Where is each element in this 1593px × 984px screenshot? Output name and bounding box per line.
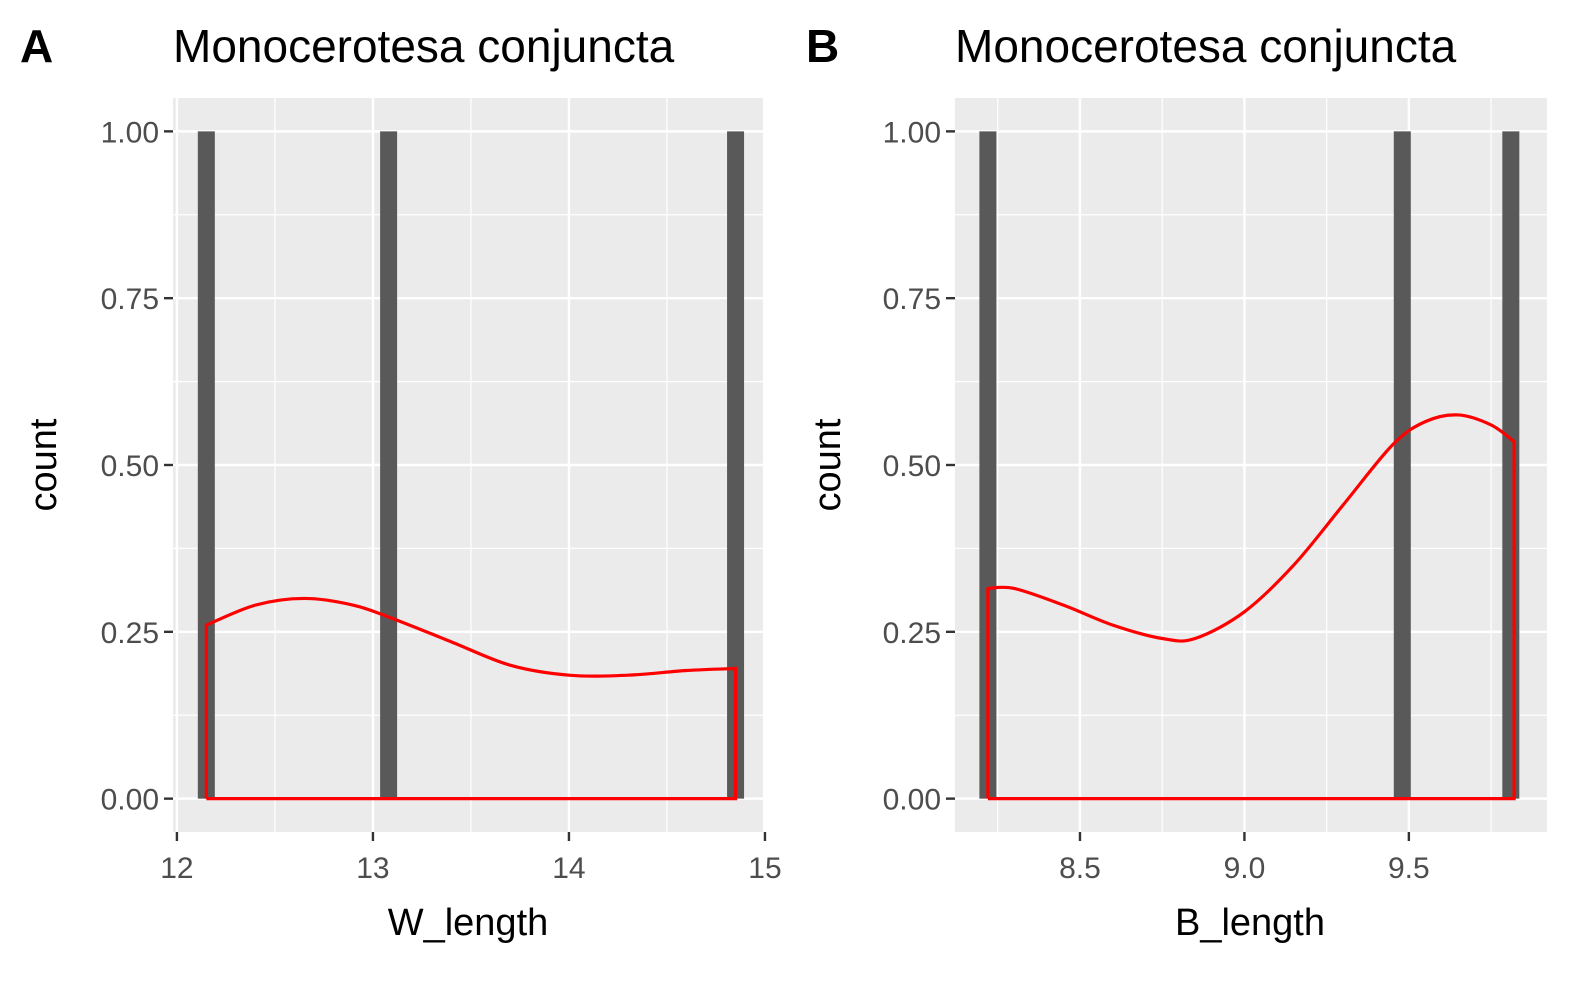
y-tick-label: 0.25 [101, 617, 159, 650]
x-tick-label: 12 [160, 852, 193, 885]
histogram-bars-a [197, 131, 745, 799]
x-tick-label: 8.5 [1059, 852, 1101, 885]
x-tick-label: 13 [356, 852, 389, 885]
x-tick-label: 9.5 [1388, 852, 1430, 885]
y-tick-label: 0.00 [101, 784, 159, 817]
y-axis-title-b: count [807, 418, 849, 511]
y-tick-label: 0.75 [883, 283, 941, 316]
y-tick-label: 0.75 [101, 283, 159, 316]
y-axis-ticks-a: 0.00 0.25 0.50 0.75 1.00 [101, 116, 173, 817]
panel-tag-a: A [20, 20, 53, 72]
histogram-bar [727, 131, 745, 799]
x-axis-title-a: W_length [388, 902, 549, 944]
x-axis-title-b: B_length [1175, 902, 1325, 944]
y-axis-title-a: count [23, 418, 65, 511]
chart-title-a: Monocerotesa conjuncta [173, 20, 675, 72]
y-tick-label: 0.00 [883, 784, 941, 817]
x-tick-label: 14 [552, 852, 585, 885]
x-axis-ticks-b: 8.5 9.0 9.5 [1059, 832, 1430, 885]
panel-a: A Monocerotesa conjuncta 0.00 0.25 0.50 0.7… [20, 20, 782, 944]
histogram-bar [979, 131, 997, 799]
y-tick-label: 1.00 [883, 116, 941, 149]
panel-tag-b: B [806, 20, 839, 72]
y-axis-ticks-b: 0.00 0.25 0.50 0.75 1.00 [883, 116, 955, 817]
y-tick-label: 1.00 [101, 116, 159, 149]
density-curve-a [204, 596, 738, 801]
x-tick-label: 15 [748, 852, 781, 885]
y-tick-label: 0.50 [101, 450, 159, 483]
gridlines-a [173, 98, 767, 832]
y-tick-label: 0.50 [883, 450, 941, 483]
histogram-bar [380, 131, 398, 799]
x-axis-ticks-a: 12 13 14 15 [160, 832, 782, 885]
x-tick-label: 9.0 [1224, 852, 1266, 885]
y-tick-label: 0.25 [883, 617, 941, 650]
histogram-bar [1393, 131, 1411, 799]
histogram-bars-b [979, 131, 1520, 799]
histogram-bar [197, 131, 215, 799]
panel-b: B Monocerotesa conjuncta 0.00 0.25 0.50 0.7… [806, 20, 1547, 944]
histogram-bar [1502, 131, 1520, 799]
chart-title-b: Monocerotesa conjuncta [955, 20, 1457, 72]
density-curve-b [986, 413, 1516, 801]
